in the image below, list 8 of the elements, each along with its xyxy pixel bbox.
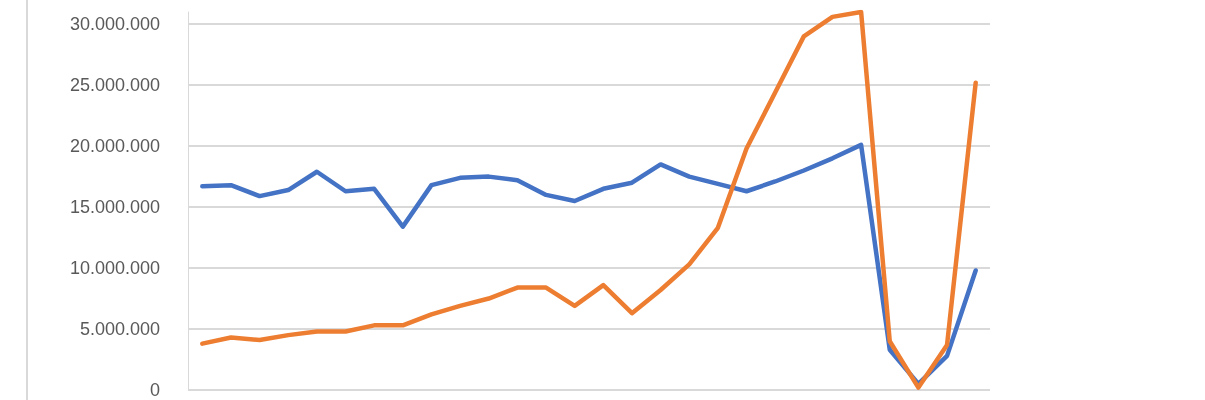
y-tick-label: 15.000.000 — [69, 197, 160, 218]
y-tick-label: 5.000.000 — [79, 319, 160, 340]
y-tick-label: 20.000.000 — [69, 136, 160, 157]
y-tick-label: 0 — [149, 380, 160, 400]
y-tick-label: 25.000.000 — [69, 75, 160, 96]
y-tick-label: 10.000.000 — [69, 258, 160, 279]
y-tick-label: 30.000.000 — [69, 14, 160, 35]
line-series — [200, 9, 978, 390]
